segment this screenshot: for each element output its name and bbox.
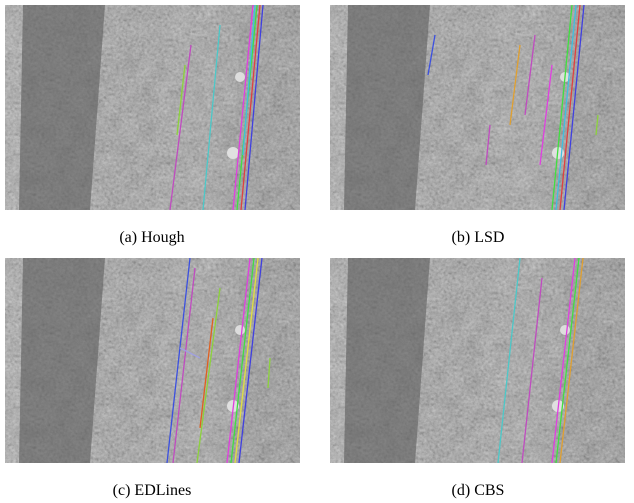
figure: (a) Hough (b) LSD (c) EDLines (d) CBS [0,0,634,503]
caption: (b) LSD [452,229,505,246]
panel-image [330,5,625,210]
figure-canvas: (a) Hough (b) LSD (c) EDLines (d) CBS [0,0,634,503]
caption: (d) CBS [452,482,505,499]
panel-image [5,258,300,463]
panel-image [5,5,300,210]
panel-image [330,258,625,463]
caption: (c) EDLines [113,482,192,499]
caption: (a) Hough [119,229,184,246]
